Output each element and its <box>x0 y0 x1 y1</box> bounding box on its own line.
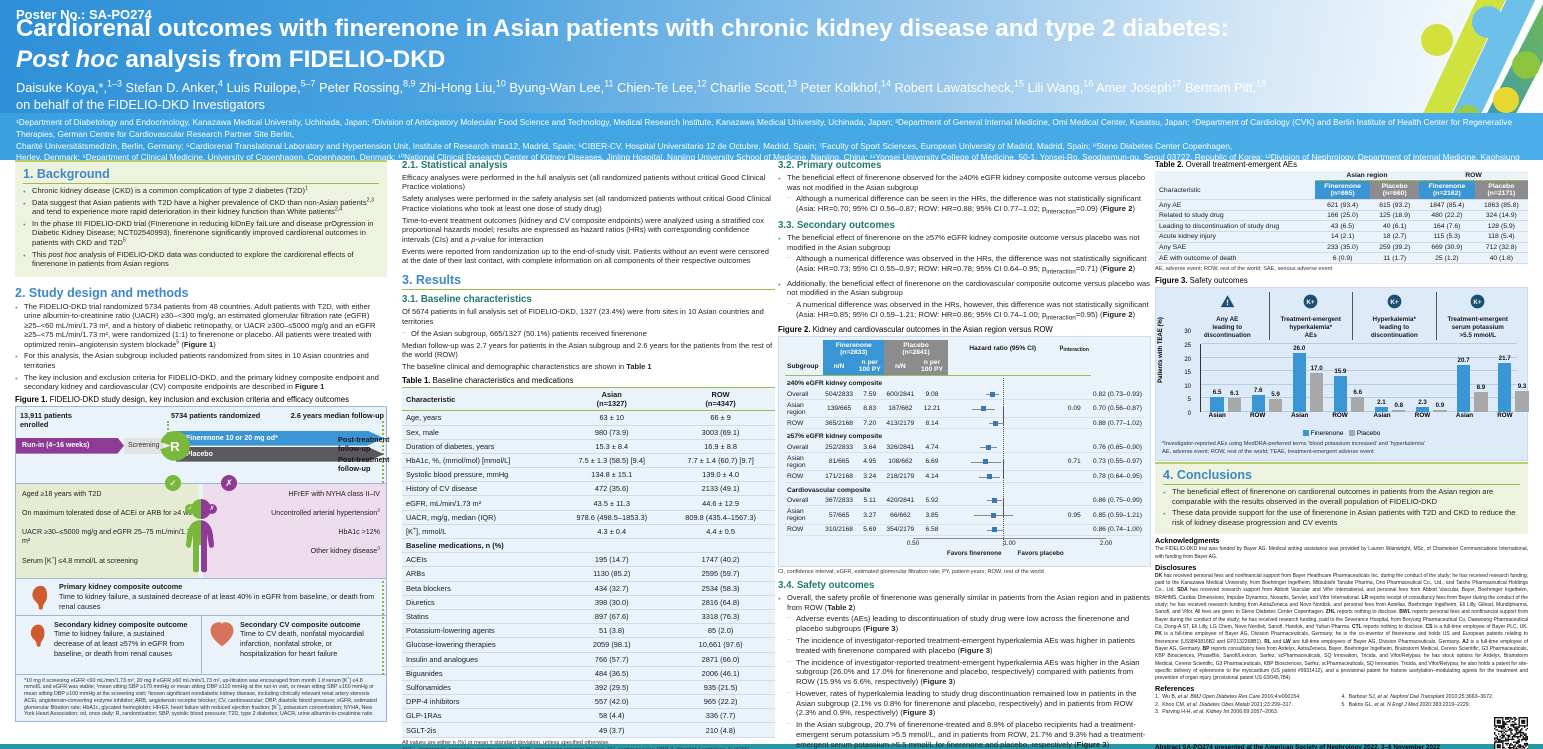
svg-text:K+: K+ <box>1390 299 1399 306</box>
svg-text:K+: K+ <box>1474 299 1483 306</box>
svg-text:K+: K+ <box>1307 299 1316 306</box>
